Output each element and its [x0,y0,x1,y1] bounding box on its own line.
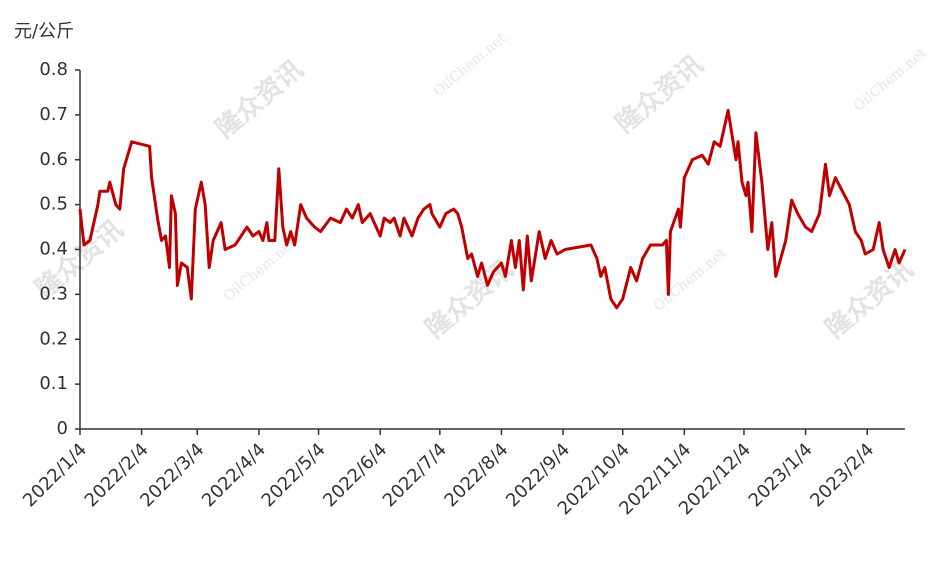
y-tick-label: 0.1 [39,373,68,394]
y-tick-label: 0.7 [39,104,68,125]
y-tick-label: 0.5 [39,194,68,215]
y-tick-label: 0.8 [39,59,68,80]
x-tick-label: 2023/1/4 [745,439,817,511]
watermark: 隆众资讯 [820,255,919,345]
x-tick-label: 2022/8/4 [441,439,513,511]
watermark: OilChem.net [851,45,930,115]
y-tick-label: 0.6 [39,149,68,170]
y-tick-label: 0.4 [39,239,68,260]
series-line [78,108,907,310]
watermark: 隆众资讯 [210,55,309,145]
x-tick-label: 2022/6/4 [319,439,391,511]
watermark: OilChem.net [651,245,730,315]
y-axis-label: 元/公斤 [14,21,74,42]
watermark: OilChem.net [431,30,510,100]
x-tick-label: 2022/5/4 [258,439,330,511]
x-tick-label: 2023/2/4 [806,439,878,511]
x-tick-label: 2022/1/4 [19,439,91,511]
y-tick-label: 0.3 [39,283,68,304]
x-tick-label: 2022/7/4 [379,439,451,511]
watermark: 隆众资讯 [610,50,709,140]
y-tick-label: 0 [57,418,68,439]
y-tick-label: 0.2 [39,328,68,349]
x-tick-label: 2022/4/4 [198,439,270,511]
